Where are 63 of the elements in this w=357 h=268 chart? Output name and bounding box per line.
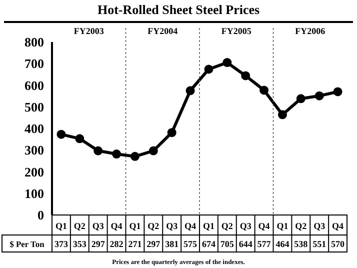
point	[167, 128, 176, 138]
point	[278, 110, 287, 120]
point	[130, 152, 140, 161]
x-tick-label: Q1	[129, 221, 142, 231]
point	[241, 71, 250, 80]
x-tick-label: Q1	[202, 221, 215, 231]
data-label: 575	[184, 239, 198, 249]
x-tick-label: Q4	[110, 221, 123, 231]
x-tick-label: Q4	[184, 221, 197, 231]
data-label: 271	[128, 239, 142, 249]
point	[204, 64, 214, 74]
x-tick-label: Q3	[314, 221, 326, 231]
x-tick-label: Q2	[148, 221, 160, 231]
text: FY2006	[295, 26, 326, 36]
chart-title: Hot-Rolled Sheet Steel Prices	[97, 2, 260, 17]
y-tick-label: 300	[24, 142, 44, 158]
point	[75, 134, 84, 144]
data-label: 353	[72, 239, 87, 249]
x-tick-label: Q3	[166, 221, 178, 231]
point	[222, 58, 232, 68]
data-label: 644	[238, 239, 253, 249]
y-tick-label: 0	[38, 208, 44, 223]
data-label: 297	[91, 239, 106, 249]
data-label: 373	[54, 239, 68, 249]
data-label: 297	[146, 239, 161, 249]
y-tick-label: 200	[24, 164, 44, 180]
point	[296, 94, 306, 104]
point	[314, 91, 324, 100]
point	[94, 146, 103, 156]
data-label: 577	[257, 239, 272, 249]
text: FY2005	[221, 26, 252, 36]
x-tick-label: Q2	[295, 221, 308, 231]
y-tick-label: 100	[24, 186, 44, 201]
y-tick-label: 700	[24, 56, 44, 72]
y-tick-label: 500	[24, 99, 44, 114]
data-label: 464	[276, 239, 290, 249]
data-label: 570	[331, 239, 346, 249]
data-label: 538	[294, 239, 308, 249]
text: FY2003	[74, 26, 104, 36]
x-tick-label: Q3	[92, 221, 104, 231]
y-tick-label: 800	[24, 34, 44, 50]
data-label: 674	[202, 239, 216, 249]
x-tick-label: Q4	[332, 221, 344, 231]
x-tick-label: Q3	[240, 221, 252, 231]
data-label: 282	[110, 239, 124, 249]
point	[186, 86, 195, 96]
data-label: 551	[312, 239, 327, 249]
data-label: 705	[220, 239, 234, 249]
text: FY2004	[148, 26, 178, 36]
point	[260, 86, 269, 95]
x-tick-label: Q1	[55, 221, 68, 231]
point	[112, 150, 122, 159]
x-tick-label: Q4	[258, 221, 270, 231]
x-tick-label: Q2	[221, 221, 234, 231]
y-tick-label: 400	[24, 121, 44, 136]
x-tick-label: Q2	[74, 221, 86, 231]
point	[148, 146, 158, 156]
x-tick-label: Q1	[276, 221, 289, 231]
y-tick-label: 600	[24, 78, 44, 93]
y-axis-title: $ Per Ton	[10, 239, 45, 249]
point	[56, 130, 66, 139]
point	[333, 87, 342, 96]
data-label: 381	[165, 239, 180, 249]
